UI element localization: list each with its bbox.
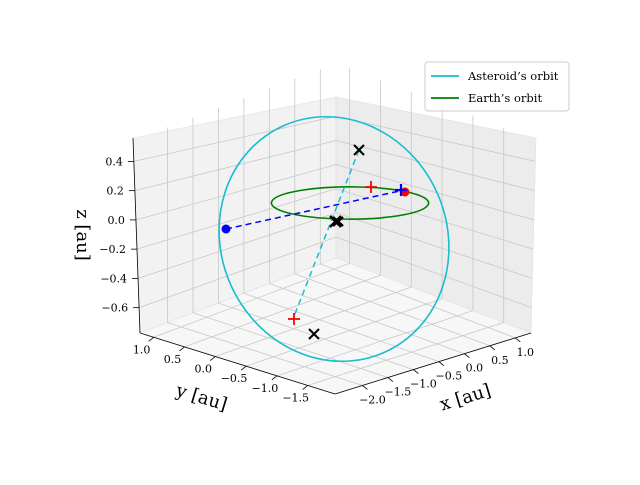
tick-label-y: 0.0 — [195, 363, 213, 376]
grid-z-right — [335, 188, 534, 250]
x-axis-label: x [au] — [437, 380, 493, 415]
y-axis-line — [139, 332, 336, 395]
gridlines — [133, 68, 536, 386]
grid-z-left — [137, 212, 337, 279]
tick-label-y: −1.5 — [282, 391, 309, 404]
blue-dot-marker — [221, 224, 231, 234]
grid-y-floor — [307, 322, 504, 386]
grid-z-right — [335, 212, 533, 279]
tick-x — [413, 369, 419, 374]
grid-x-floor — [269, 283, 465, 355]
legend: Asteroid’s orbit Earth’s orbit — [424, 61, 570, 112]
grid-z-right — [335, 140, 535, 192]
tick-marks — [127, 160, 521, 390]
tick-y — [271, 375, 278, 381]
red-plus-marker-lower — [288, 313, 300, 325]
black-cross-marker-top — [353, 144, 365, 156]
tick-label-z: −0.6 — [101, 302, 128, 315]
grid-x-floor — [167, 322, 363, 386]
tick-y — [179, 346, 185, 352]
tick-label-y: −1.0 — [252, 382, 279, 395]
earth-orbit — [270, 186, 430, 220]
tick-label-y: 1.0 — [133, 343, 151, 356]
tick-label-z: −0.2 — [99, 243, 126, 256]
legend-label-earth: Earth’s orbit — [468, 91, 542, 105]
grid-z-right — [335, 164, 535, 221]
grid-z-left — [138, 236, 337, 309]
grid-z-right — [335, 236, 532, 309]
guide-line-cyan — [292, 149, 360, 320]
red-plus-marker-upper — [365, 181, 377, 193]
tick-label-x: −2.0 — [359, 393, 386, 406]
tick-label-z: 0.0 — [107, 214, 125, 227]
z-axis-label: z [au] — [72, 209, 93, 261]
x-axis-line — [334, 332, 532, 395]
grid-y-floor — [276, 310, 474, 377]
blue-plus-marker — [395, 184, 407, 196]
tick-x — [387, 377, 394, 382]
tick-x — [515, 337, 521, 343]
tick-label-y: −0.5 — [221, 372, 248, 385]
tick-label-z: 0.4 — [105, 155, 123, 168]
tick-x — [489, 345, 496, 351]
black-cross-marker-center — [329, 215, 344, 228]
tick-labels: 0.40.20.0−0.2−0.4−0.61.00.50.0−0.5−1.0−1… — [99, 155, 534, 406]
legend-box — [424, 61, 570, 112]
tick-x — [362, 385, 368, 390]
grid-z-right — [335, 115, 536, 162]
grid-y-floor — [215, 286, 412, 357]
tick-label-x: −1.5 — [385, 386, 412, 399]
tick-label-z: −0.4 — [100, 272, 127, 285]
tick-y — [302, 385, 308, 390]
tick-x — [438, 361, 445, 366]
tick-label-z: 0.2 — [106, 185, 124, 198]
grid-x-floor — [243, 292, 440, 363]
grid-y-floor — [153, 262, 350, 338]
grid-x-floor — [192, 312, 389, 378]
tick-label-x: 0.5 — [491, 354, 509, 367]
asteroid-orbit — [218, 115, 450, 363]
tick-label-y: 0.5 — [164, 353, 182, 366]
black-cross-marker-bottom — [308, 328, 320, 340]
grid-z-left — [134, 140, 337, 192]
grid-x-floor — [320, 263, 516, 339]
tick-y — [240, 365, 247, 371]
tick-y — [210, 356, 216, 361]
grid-z-left — [136, 188, 337, 250]
legend-label-asteroid: Asteroid’s orbit — [467, 69, 559, 83]
grid-y-floor — [245, 298, 443, 367]
z-axis-line — [132, 137, 141, 334]
grid-y-floor — [184, 274, 381, 348]
tick-label-x: 1.0 — [517, 346, 535, 359]
tick-label-x: 0.0 — [466, 362, 484, 375]
tick-y — [148, 336, 154, 342]
tick-label-x: −0.5 — [436, 370, 463, 383]
grid-z-left — [135, 164, 337, 221]
guide-line-blue — [225, 189, 405, 230]
grid-x-floor — [294, 273, 490, 347]
tick-label-x: −1.0 — [410, 378, 437, 391]
tick-x — [464, 353, 470, 359]
